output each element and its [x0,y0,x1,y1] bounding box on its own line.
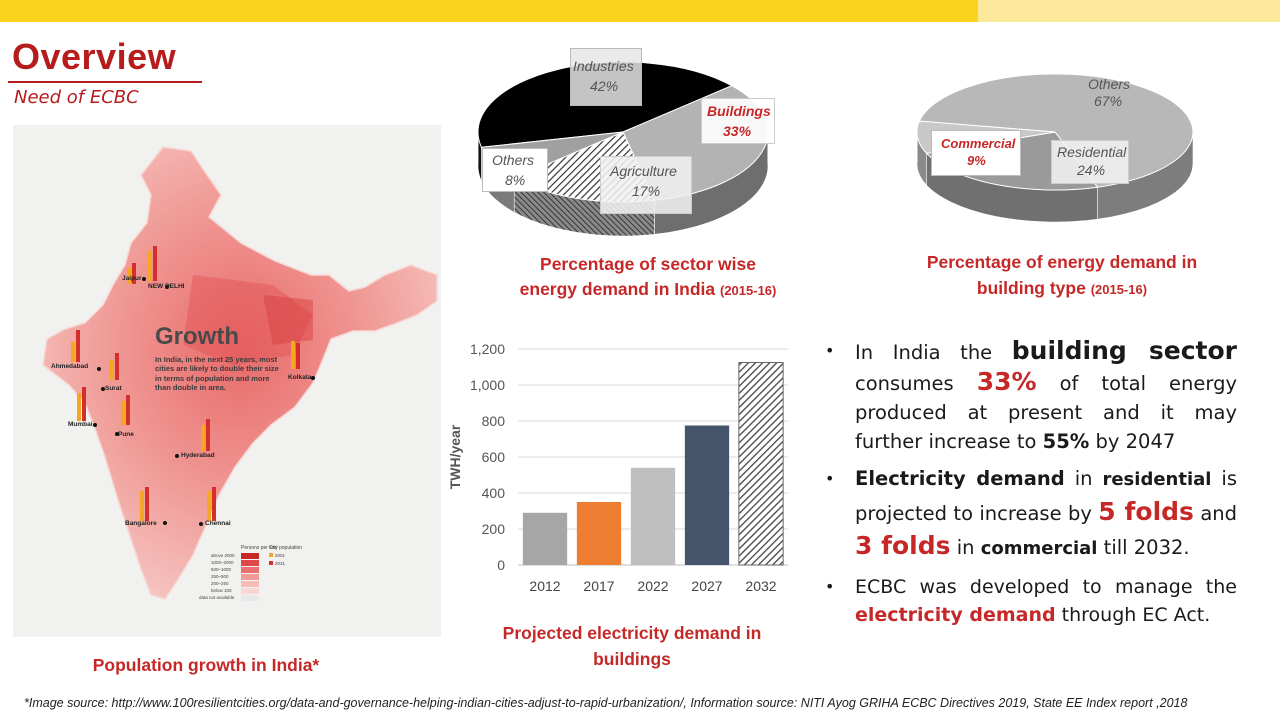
bar-caption-line2: buildings [593,649,671,669]
bar-caption-line1: Projected electricity demand in [502,623,762,643]
top-accent-bar-light [978,0,1280,22]
y-tick-label: 1,200 [470,341,505,357]
map-growth-description: In India, in the next 25 years, most cit… [155,355,279,393]
bullet-dot: • [825,469,835,488]
map-caption: Population growth in India* [92,655,320,675]
city-label-bangalore: Bangalore [125,520,157,527]
legend-pop-item: 2001 [275,553,286,558]
legend-density-item: data not available [199,595,235,600]
bullet-building-sector: • In India the building sector consumes 3… [825,336,1237,453]
legend-pop-title: City population [269,545,303,551]
city-label-mumbai: Mumbai [68,421,93,428]
pie1-value-industries: 42% [590,78,619,94]
y-tick-label: 400 [482,485,506,501]
pie2-value-residential: 24% [1077,162,1106,178]
pie2-caption: Percentage of energy demand in building … [900,249,1224,303]
city-label-new-delhi: NEW DELHI [148,283,185,290]
pie1-value-buildings: 33% [723,123,752,139]
legend-density-item: 1000–2000 [211,560,234,565]
x-tick-label-2027: 2027 [691,578,722,594]
city-label-kolkata: Kolkata [288,374,312,381]
pie1-caption: Percentage of sector wise energy demand … [490,252,806,303]
city-label-pune: Pune [118,431,134,438]
y-axis-label: TWH/year [448,424,463,489]
bar-2012 [522,512,568,565]
top-accent-bar [0,0,978,22]
legend-pop-item: 2031 [275,561,286,566]
pie1-caption-line2: energy demand in India [519,279,716,299]
pie2-label-commercial: Commercial [941,136,1016,151]
india-population-map: Growth In India, in the next 25 years, m… [13,125,441,637]
bar-chart-electricity-demand: 0 200 400 600 800 1,000 1,200 TWH/year 2012 2017 2… [448,341,788,594]
pie2-caption-year: (2015-16) [1090,282,1148,297]
legend-density-item: above 2000 [211,553,235,558]
y-tick-label: 0 [497,557,505,573]
city-label-jaipur: Jaipur [122,275,142,282]
x-tick-label-2012: 2012 [529,578,560,594]
x-tick-label-2017: 2017 [583,578,614,594]
y-tick-label: 600 [482,449,506,465]
title-underline [8,81,202,83]
y-tick-label: 200 [482,521,506,537]
bullet-ecbc: • ECBC was developed to manage the electr… [825,573,1237,629]
india-map-graphic [42,146,438,601]
pie2-caption-line1: Percentage of energy demand in [926,252,1198,272]
page-subtitle: Need of ECBC [14,87,139,108]
legend-density-title: Persons per km² [241,545,278,551]
pie1-label-industries: Industries [573,58,634,74]
pie2-value-others: 67% [1094,93,1123,109]
y-tick-label: 1,000 [470,377,505,393]
x-tick-label-2022: 2022 [637,578,668,594]
pie1-value-agriculture: 17% [632,183,661,199]
legend-density-item: 250–500 [211,574,229,579]
city-label-ahmedabad: Ahmedabad [51,363,89,370]
city-label-chennai: Chennai [205,520,231,527]
legend-density-item: below 100 [211,588,232,593]
bar-2032 [738,362,784,566]
y-tick-label: 800 [482,413,506,429]
page-title: Overview [12,36,177,77]
pie2-label-others: Others [1088,76,1131,92]
india-outline [42,146,438,600]
bar-2022 [630,467,676,565]
pie1-label-buildings: Buildings [707,103,771,119]
bar-chart-caption: Projected electricity demand in building… [480,620,784,672]
legend-density-item: 200–250 [211,581,229,586]
bar-2027 [684,425,730,565]
city-label-surat: Surat [105,385,122,392]
x-tick-label-2032: 2032 [745,578,776,594]
pie1-value-others: 8% [505,172,526,188]
pie1-caption-year: (2015-16) [719,283,777,298]
pie2-value-commercial: 9% [967,153,986,168]
source-footnote: *Image source: http://www.100resilientci… [24,696,1188,710]
pie2-label-residential: Residential [1057,144,1127,160]
pie1-label-others: Others [492,152,535,168]
bullet-dot: • [825,341,835,360]
pie1-label-agriculture: Agriculture [610,163,677,179]
map-growth-title: Growth [155,323,239,350]
bar-2017 [576,502,622,565]
bullet-electricity-demand: • Electricity demand in residential is pr… [825,463,1237,565]
city-label-hyderabad: Hyderabad [181,452,215,459]
bullet-dot: • [825,577,835,596]
pie2-caption-line2: building type [976,278,1086,298]
pie1-caption-line1: Percentage of sector wise [540,254,756,274]
legend-density-item: 500–1000 [211,567,232,572]
key-points-list: • In India the building sector consumes 3… [825,336,1237,629]
